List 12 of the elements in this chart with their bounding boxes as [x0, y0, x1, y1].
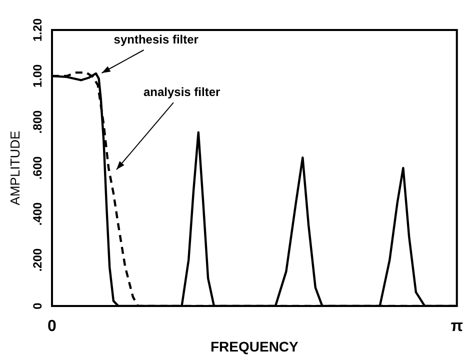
y-tick-label: 1.00 [30, 64, 44, 88]
y-tick-label: .400 [30, 202, 44, 226]
x-tick-label: π [450, 318, 463, 336]
y-tick-label: 1.20 [30, 18, 44, 42]
y-tick-label: .600 [30, 156, 44, 180]
y-axis-title: AMPLITUDE [7, 130, 22, 206]
annotation: synthesis filter [114, 32, 199, 46]
y-tick-label: 0 [30, 302, 44, 310]
y-tick-label: .200 [30, 248, 44, 272]
x-axis-title: FREQUENCY [210, 338, 300, 354]
annotation: analysis filter [143, 84, 221, 99]
y-tick-label: .800 [30, 110, 44, 134]
